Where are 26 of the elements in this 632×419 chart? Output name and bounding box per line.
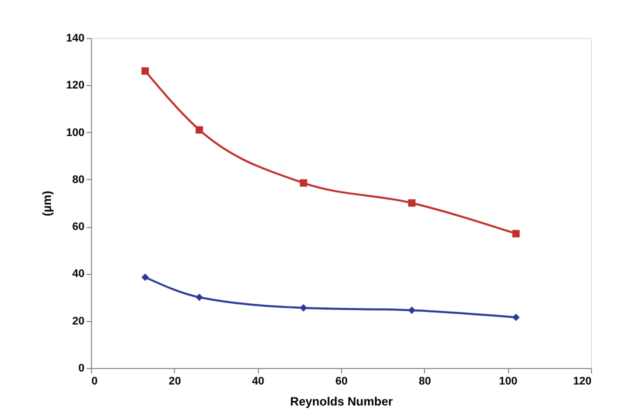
- point: [141, 67, 149, 75]
- point: [300, 304, 308, 312]
- y-tick-label: 100: [66, 126, 84, 139]
- y-tick-label: 60: [72, 221, 84, 234]
- x-tick-label: 40: [252, 376, 264, 388]
- point: [512, 314, 520, 322]
- y-tick-label: 120: [66, 80, 84, 92]
- x-tick-label: 120: [573, 376, 592, 388]
- point: [408, 199, 416, 207]
- y-tick-label: 140: [66, 32, 84, 44]
- x-tick-label: 100: [498, 376, 518, 388]
- x-axis-title: Reynolds Number: [290, 394, 394, 408]
- y-tick-label: 20: [72, 315, 84, 328]
- point: [196, 294, 204, 301]
- y-tick-label: 0: [78, 362, 84, 374]
- x-tick-label: 80: [418, 376, 431, 388]
- point: [408, 306, 416, 314]
- x-tick-label: 0: [92, 376, 98, 388]
- y-tick-label: 40: [72, 268, 84, 280]
- y-axis-title: (µm): [40, 190, 54, 216]
- point: [196, 126, 204, 134]
- point: [141, 274, 149, 281]
- x-tick-label: 20: [168, 376, 181, 388]
- point: [512, 230, 520, 238]
- y-tick-label: 80: [72, 174, 84, 186]
- x-tick-label: 60: [335, 376, 348, 388]
